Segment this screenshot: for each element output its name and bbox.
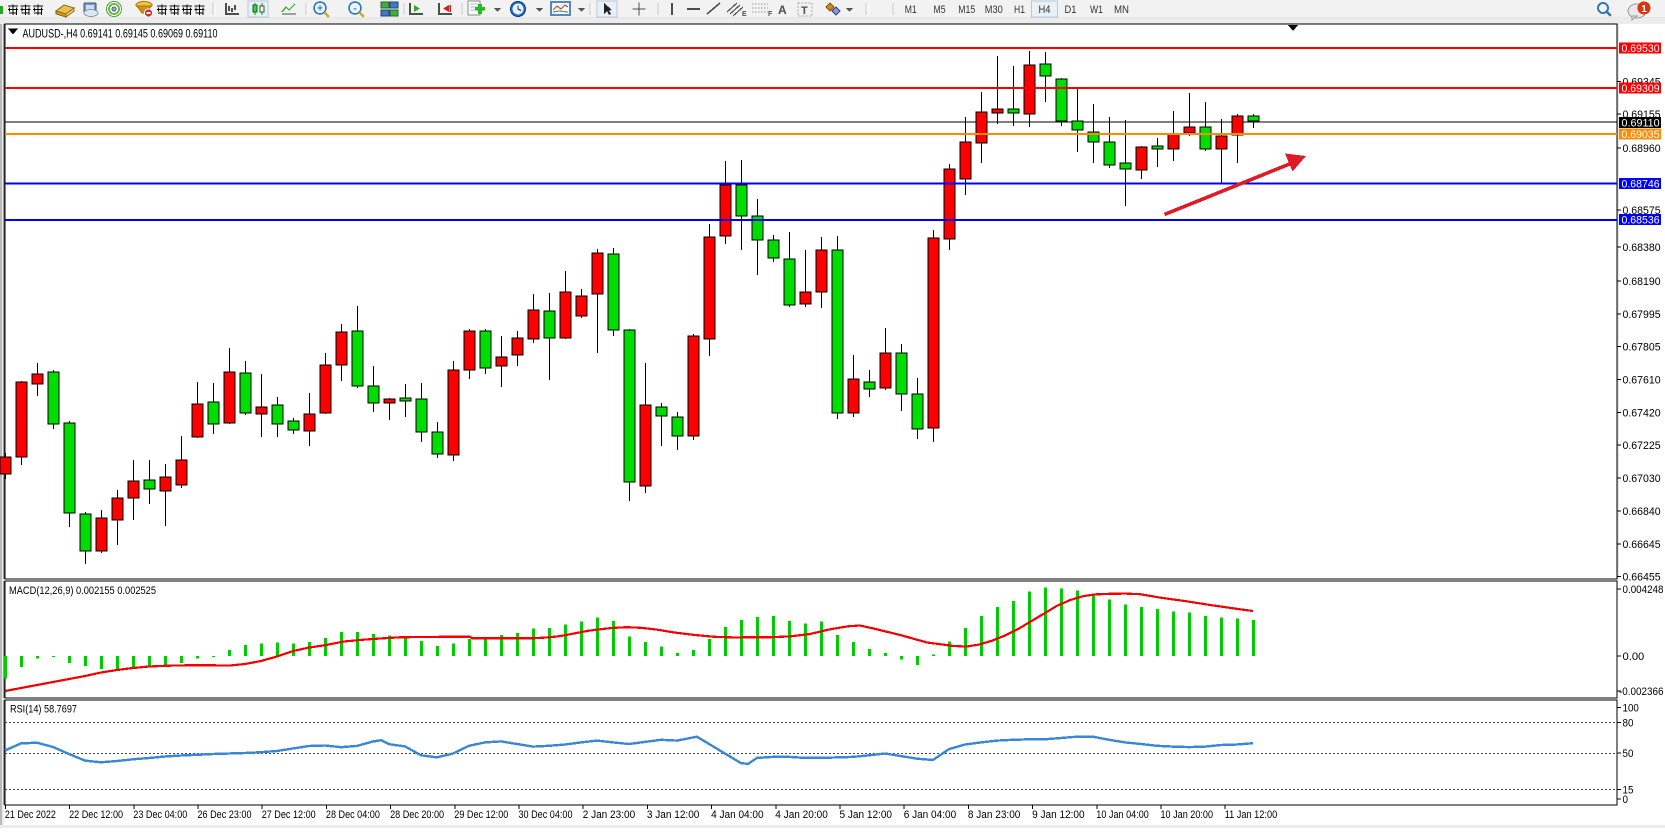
- svg-text:50: 50: [1623, 748, 1634, 760]
- svg-text:A: A: [778, 3, 787, 17]
- svg-text:M15: M15: [958, 4, 975, 16]
- svg-text:0.68190: 0.68190: [1623, 276, 1661, 288]
- svg-text:28 Dec 20:00: 28 Dec 20:00: [390, 809, 444, 821]
- svg-text:0.67805: 0.67805: [1623, 342, 1661, 354]
- svg-text:0.69530: 0.69530: [1622, 43, 1660, 55]
- svg-text:0.67610: 0.67610: [1623, 375, 1661, 387]
- svg-text:0.68746: 0.68746: [1622, 178, 1660, 190]
- svg-text:F: F: [768, 11, 773, 18]
- svg-text:T: T: [801, 5, 808, 17]
- svg-text:21 Dec 2022: 21 Dec 2022: [5, 809, 56, 821]
- svg-text:0.67225: 0.67225: [1623, 440, 1661, 452]
- svg-text:30 Dec 04:00: 30 Dec 04:00: [519, 809, 573, 821]
- svg-text:W1: W1: [1090, 4, 1103, 16]
- svg-text:0.69110: 0.69110: [1622, 117, 1660, 129]
- svg-text:0.68536: 0.68536: [1622, 214, 1660, 226]
- svg-text:H4: H4: [1039, 4, 1051, 16]
- svg-text:10 Jan 20:00: 10 Jan 20:00: [1161, 809, 1214, 821]
- svg-text:0.68380: 0.68380: [1623, 242, 1661, 254]
- svg-text:+: +: [317, 4, 323, 15]
- svg-text:RSI(14) 58.7697: RSI(14) 58.7697: [10, 704, 77, 716]
- svg-text:6 Jan 04:00: 6 Jan 04:00: [904, 809, 957, 821]
- svg-text:4 Jan 04:00: 4 Jan 04:00: [711, 809, 764, 821]
- svg-text:0.004248: 0.004248: [1623, 584, 1664, 596]
- svg-text:D1: D1: [1065, 4, 1077, 16]
- svg-text:M30: M30: [985, 4, 1003, 16]
- svg-text:29 Dec 12:00: 29 Dec 12:00: [454, 809, 508, 821]
- svg-text:0.66840: 0.66840: [1623, 506, 1661, 518]
- svg-text:80: 80: [1623, 717, 1634, 729]
- svg-text:100: 100: [1623, 703, 1639, 715]
- svg-text:H1: H1: [1014, 4, 1025, 16]
- svg-text:10 Jan 04:00: 10 Jan 04:00: [1096, 809, 1149, 821]
- svg-text:-: -: [353, 4, 356, 15]
- svg-text:0.00: 0.00: [1623, 651, 1645, 663]
- svg-text:1: 1: [1641, 4, 1647, 15]
- svg-text:9 Jan 12:00: 9 Jan 12:00: [1032, 809, 1085, 821]
- svg-text:MN: MN: [1114, 4, 1129, 16]
- svg-text:27 Dec 12:00: 27 Dec 12:00: [262, 809, 316, 821]
- svg-text:0: 0: [1623, 794, 1629, 806]
- svg-text:M1: M1: [905, 4, 917, 16]
- svg-text:M5: M5: [934, 4, 946, 16]
- svg-text:4 Jan 20:00: 4 Jan 20:00: [775, 809, 828, 821]
- svg-text:-0.002366: -0.002366: [1619, 686, 1664, 698]
- svg-text:8 Jan 23:00: 8 Jan 23:00: [968, 809, 1021, 821]
- svg-text:MACD(12,26,9) 0.002155 0.00252: MACD(12,26,9) 0.002155 0.002525: [9, 585, 156, 597]
- svg-text:AUDUSD-,H4 0.69141 0.69145 0.: AUDUSD-,H4 0.69141 0.69145 0.69069 0.691…: [23, 29, 218, 41]
- svg-text:15: 15: [1623, 784, 1634, 796]
- svg-text:0.66645: 0.66645: [1623, 539, 1661, 551]
- svg-text:0.69035: 0.69035: [1622, 129, 1660, 141]
- svg-text:3 Jan 12:00: 3 Jan 12:00: [647, 809, 700, 821]
- svg-text:5 Jan 12:00: 5 Jan 12:00: [840, 809, 893, 821]
- svg-text:23 Dec 04:00: 23 Dec 04:00: [133, 809, 187, 821]
- svg-text:26 Dec 23:00: 26 Dec 23:00: [198, 809, 252, 821]
- svg-text:0.67995: 0.67995: [1623, 309, 1661, 321]
- svg-text:2 Jan 23:00: 2 Jan 23:00: [583, 809, 636, 821]
- svg-text:0.67420: 0.67420: [1623, 408, 1661, 420]
- svg-text:28 Dec 04:00: 28 Dec 04:00: [326, 809, 380, 821]
- svg-text:22 Dec 12:00: 22 Dec 12:00: [69, 809, 123, 821]
- svg-text:0.68960: 0.68960: [1623, 143, 1661, 155]
- svg-text:0.67030: 0.67030: [1623, 473, 1661, 485]
- svg-text:E: E: [742, 11, 747, 18]
- svg-text:0.66455: 0.66455: [1623, 572, 1661, 584]
- svg-text:0.69309: 0.69309: [1622, 83, 1660, 95]
- svg-text:11 Jan 12:00: 11 Jan 12:00: [1225, 809, 1278, 821]
